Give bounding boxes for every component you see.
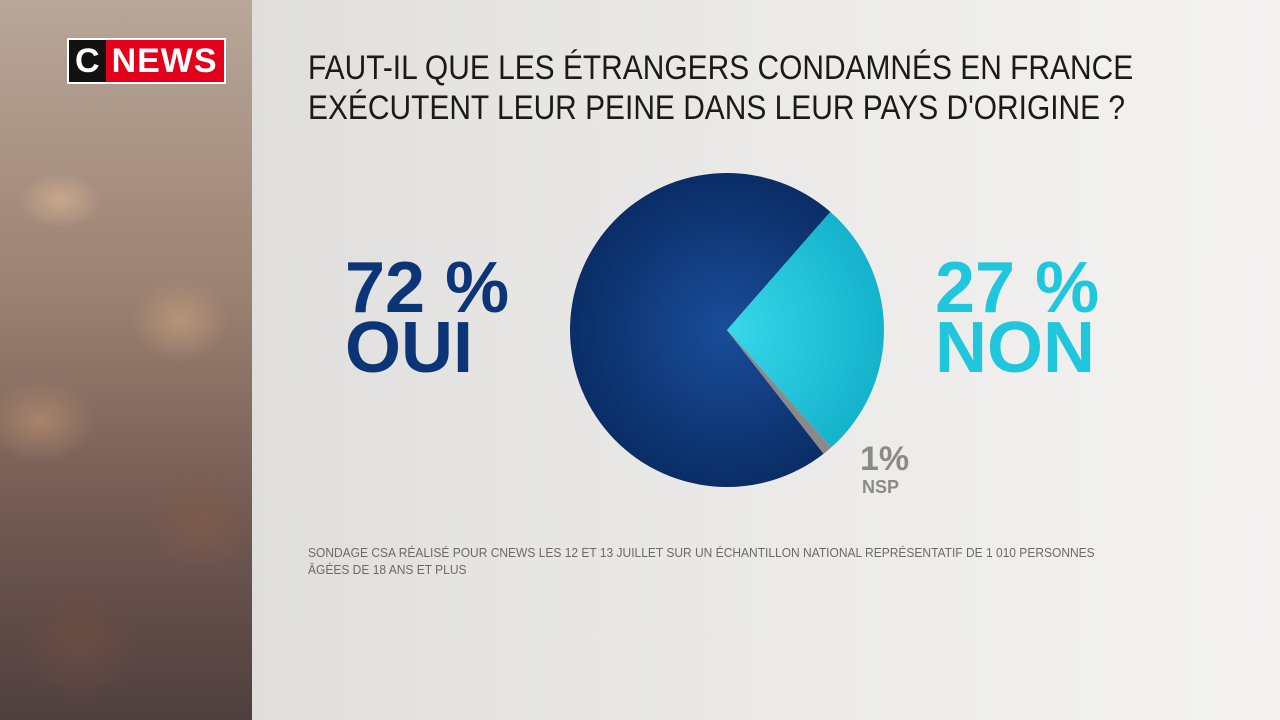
source-note: SONDAGE CSA RÉALISÉ POUR CNEWS LES 12 ET… <box>308 546 1095 577</box>
category-label: NON <box>935 308 1095 388</box>
chart-title: FAUT-IL QUE LES ÉTRANGERS CONDAMNÉS EN F… <box>308 49 1134 127</box>
channel-logo: C NEWS <box>67 38 226 84</box>
category-label: OUI <box>345 308 474 388</box>
pie-slice <box>727 330 832 454</box>
value-label: 27 % <box>935 248 1100 328</box>
value-label: 1% <box>860 440 910 478</box>
logo-word: NEWS <box>105 40 224 82</box>
pie-slice <box>570 172 831 487</box>
logo-letter: C <box>69 40 106 82</box>
pie-slice <box>727 211 884 448</box>
category-label: NSP <box>862 477 900 497</box>
background-photo <box>0 0 252 720</box>
value-label: 72 % <box>345 248 510 328</box>
